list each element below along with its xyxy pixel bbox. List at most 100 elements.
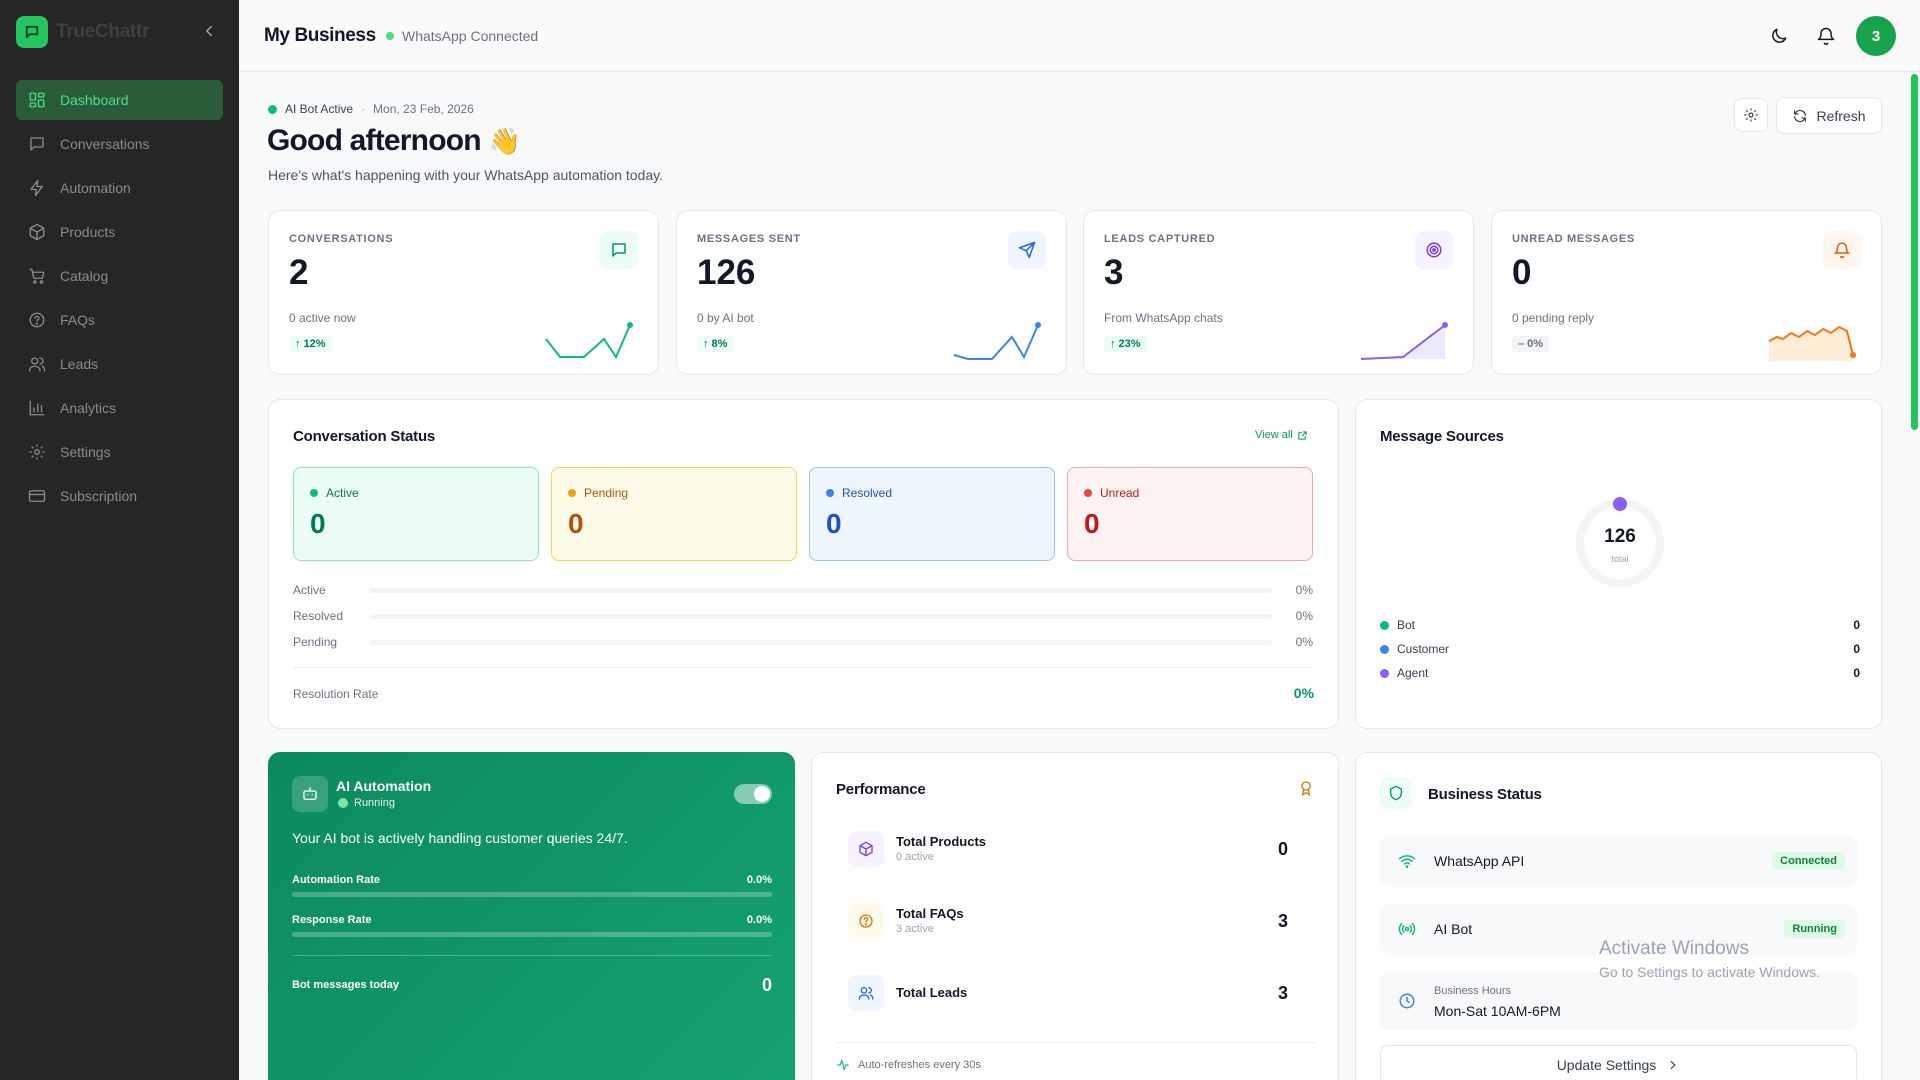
stat-card-leads-captured[interactable]: LEADS CAPTURED 3 From WhatsApp chats ↑ 2… [1083, 210, 1474, 375]
bell-icon [1817, 27, 1835, 46]
legend-dot [1380, 668, 1389, 678]
stat-subtext: From WhatsApp chats [1104, 311, 1223, 325]
theme-toggle-button[interactable] [1769, 26, 1789, 46]
legend-dot [1380, 644, 1389, 654]
chat-logo-icon [16, 16, 48, 48]
sparkline-line [953, 324, 1039, 360]
send-icon [1018, 241, 1036, 259]
sidebar-item-products[interactable]: Products [16, 212, 223, 252]
stat-value: 126 [697, 253, 756, 292]
automation-rate-metric: Automation Rate 0.0% [292, 874, 772, 897]
automation-rate-value: 0.0% [746, 874, 772, 886]
sidebar-item-settings[interactable]: Settings [16, 432, 223, 472]
robot-icon [292, 776, 328, 812]
box-icon [29, 223, 45, 241]
sidebar-item-automation[interactable]: Automation [16, 168, 223, 208]
performance-row-leads[interactable]: Total Leads 3 [848, 975, 1288, 1015]
business-hours-value: Mon-Sat 10AM-6PM [1434, 1003, 1561, 1019]
refresh-button[interactable]: Refresh [1776, 97, 1882, 134]
stat-subtext: 0 active now [289, 311, 356, 325]
status-dot [568, 489, 576, 497]
sidebar: TrueChattr Dashboard Conversations Autom… [0, 0, 239, 1080]
trend-badge: ↑ 12% [289, 336, 332, 352]
notifications-button[interactable] [1816, 26, 1836, 46]
broadcast-icon [1396, 918, 1418, 940]
avatar[interactable]: 3 [1856, 16, 1896, 56]
ai-automation-card: AI Automation Running Your AI bot is act… [268, 752, 795, 1080]
sidebar-item-leads[interactable]: Leads [16, 344, 223, 384]
refresh-icon [1794, 109, 1807, 122]
section-title: Message Sources [1380, 428, 1504, 445]
progress-percent: 0% [1295, 635, 1313, 649]
stat-icon-box [1008, 231, 1046, 269]
section-title: Business Status [1428, 786, 1542, 803]
status-box-unread[interactable]: Unread 0 [1067, 467, 1313, 561]
connection-status: WhatsApp Connected [386, 28, 538, 44]
sidebar-item-subscription[interactable]: Subscription [16, 476, 223, 516]
scrollbar-thumb[interactable] [1911, 74, 1918, 430]
help-icon [848, 903, 884, 939]
section-title: Conversation Status [293, 428, 436, 445]
status-row-business-hours: Business Hours Mon-Sat 10AM-6PM [1380, 972, 1857, 1030]
stat-card-unread-messages[interactable]: UNREAD MESSAGES 0 0 pending reply – 0% [1491, 210, 1882, 375]
legend-item-customer: Customer 0 [1380, 642, 1860, 656]
donut-total: 126 [1604, 526, 1636, 547]
progress-percent: 0% [1295, 583, 1313, 597]
view-all-link[interactable]: View all [1255, 429, 1308, 441]
legend-label: Bot [1397, 618, 1416, 632]
collapse-sidebar-button[interactable] [200, 22, 218, 40]
status-box-pending[interactable]: Pending 0 [551, 467, 797, 561]
sidebar-item-conversations[interactable]: Conversations [16, 124, 223, 164]
progress-row-pending: Pending 0% [293, 635, 1313, 649]
status-row-ai-bot: AI Bot Running [1380, 904, 1857, 955]
gear-icon [29, 444, 45, 460]
sparkline-end-point [1850, 352, 1856, 358]
performance-row-products[interactable]: Total Products 0 active 0 [848, 831, 1288, 871]
legend-label: Agent [1397, 666, 1429, 680]
sparkline-line [545, 324, 631, 360]
status-box-resolved[interactable]: Resolved 0 [809, 467, 1055, 561]
stat-card-messages-sent[interactable]: MESSAGES SENT 126 0 by AI bot ↑ 8% [676, 210, 1067, 375]
performance-card: Performance Total Products 0 active 0 To… [811, 752, 1339, 1080]
chat-icon [30, 137, 44, 151]
status-row-label: WhatsApp API [1434, 853, 1525, 869]
sidebar-item-faqs[interactable]: FAQs [16, 300, 223, 340]
status-box-active[interactable]: Active 0 [293, 467, 539, 561]
performance-sub: 0 active [896, 851, 934, 863]
greeting-title: Good afternoon 👋 [267, 124, 521, 158]
lightning-icon [30, 179, 43, 197]
update-settings-button[interactable]: Update Settings [1380, 1045, 1857, 1080]
users-icon [28, 357, 46, 372]
stat-value: 2 [289, 253, 309, 292]
separator: · [361, 102, 366, 116]
wave-emoji: 👋 [488, 125, 521, 156]
settings-button[interactable] [1734, 98, 1768, 132]
trend-badge: ↑ 23% [1104, 336, 1147, 352]
brand[interactable]: TrueChattr [16, 16, 149, 48]
sparkline-line [1360, 324, 1446, 360]
donut-marker [1613, 497, 1627, 511]
sidebar-item-label: Products [60, 224, 116, 240]
legend-value: 0 [1853, 642, 1860, 656]
status-box-value: 0 [1084, 508, 1100, 539]
progress-bar [369, 613, 1272, 619]
help-icon [29, 312, 45, 328]
sparkline-leads [1360, 322, 1448, 360]
stat-subtext: 0 by AI bot [697, 311, 754, 325]
sidebar-item-label: Leads [60, 356, 99, 372]
performance-row-faqs[interactable]: Total FAQs 3 active 3 [848, 903, 1288, 943]
progress-bar [369, 639, 1272, 645]
ai-automation-toggle[interactable] [734, 784, 772, 804]
progress-label: Active [293, 583, 326, 597]
business-status-card: Business Status WhatsApp API Connected A… [1355, 752, 1882, 1080]
sidebar-item-analytics[interactable]: Analytics [16, 388, 223, 428]
stat-card-conversations[interactable]: CONVERSATIONS 2 0 active now ↑ 12% [268, 210, 659, 375]
response-rate-metric: Response Rate 0.0% [292, 914, 772, 937]
sidebar-item-catalog[interactable]: Catalog [16, 256, 223, 296]
sidebar-item-dashboard[interactable]: Dashboard [16, 80, 223, 120]
sparkline-area [1769, 327, 1853, 361]
stat-label: CONVERSATIONS [289, 233, 394, 245]
divider [836, 1042, 1316, 1043]
gear-icon [1744, 108, 1758, 122]
greeting-text: Good afternoon [267, 124, 482, 157]
